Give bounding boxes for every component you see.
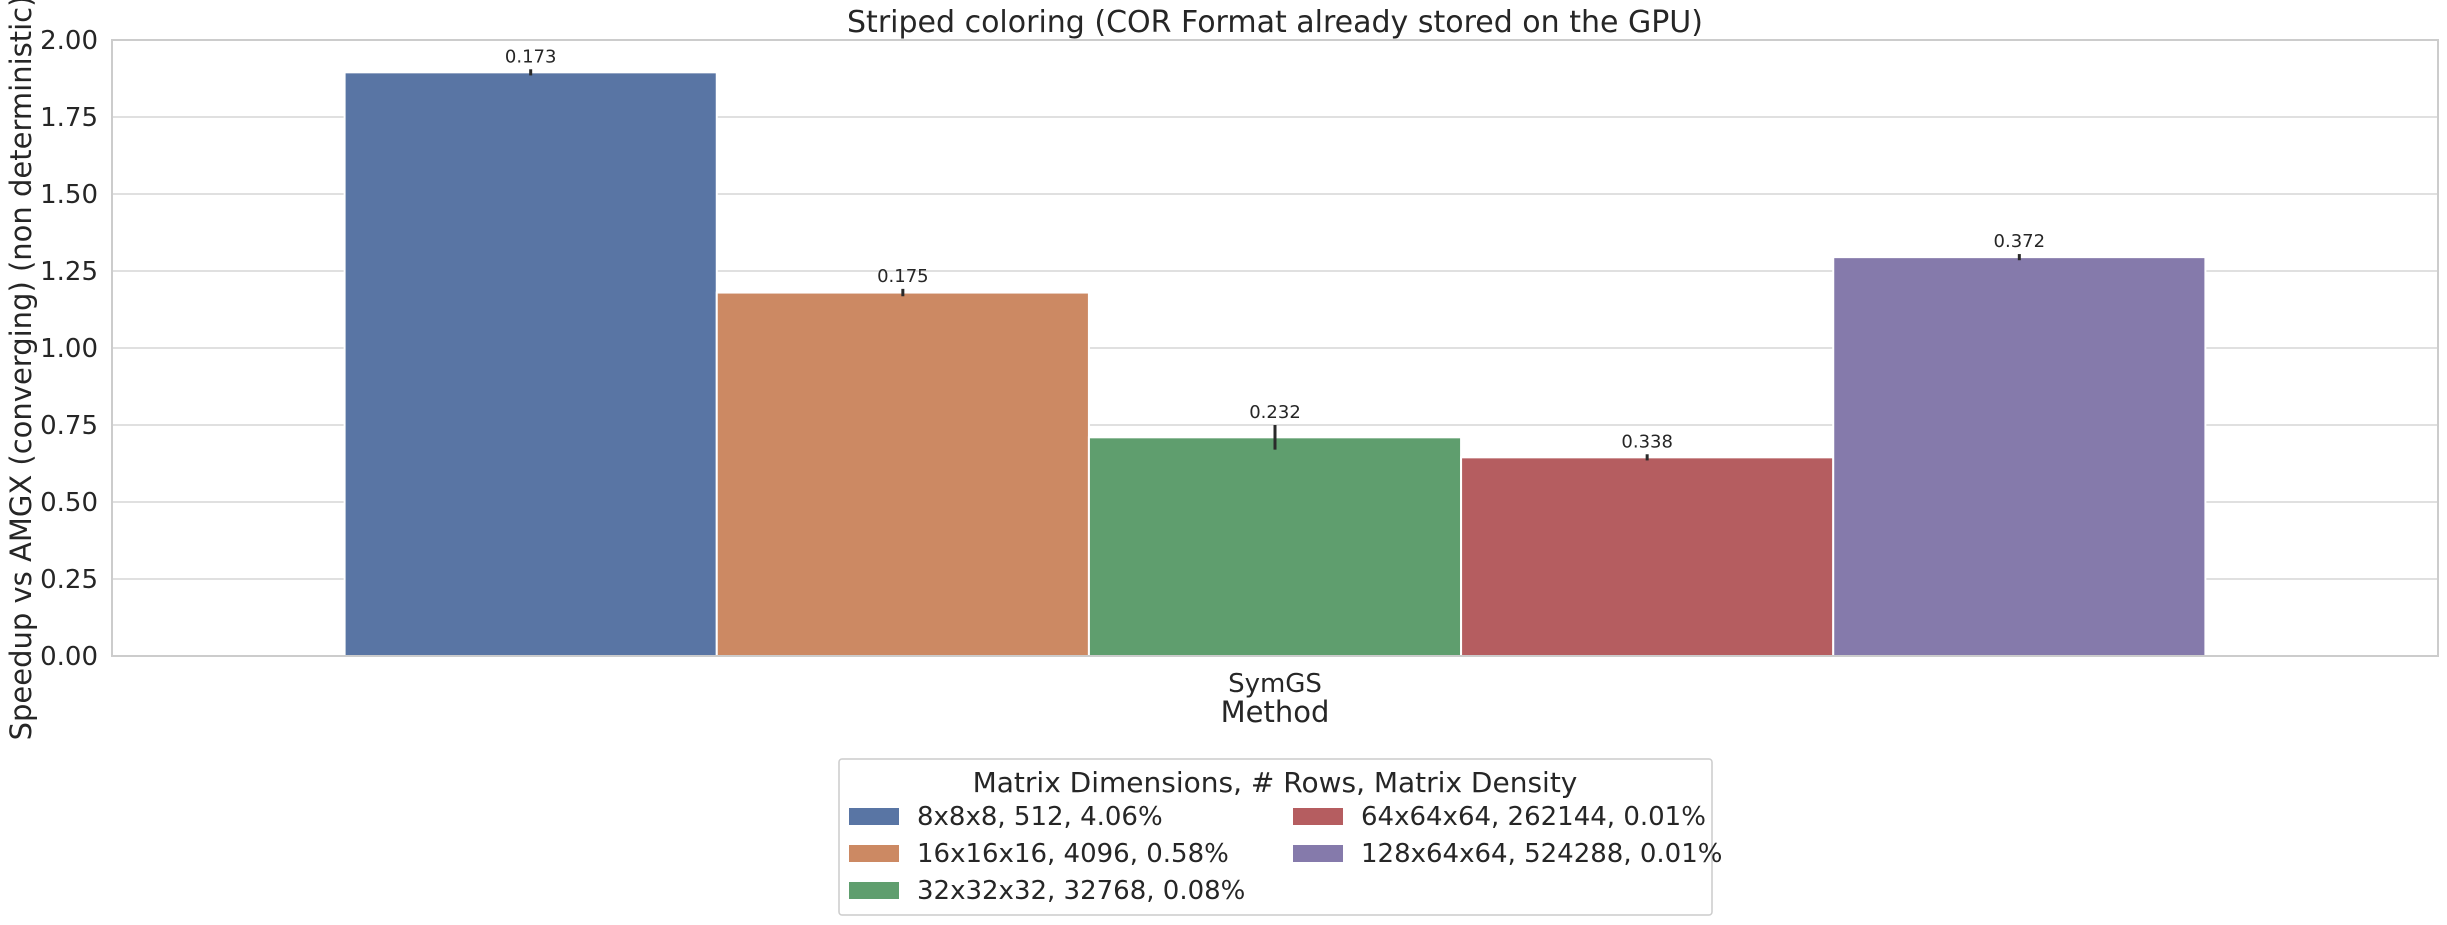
legend: Matrix Dimensions, # Rows, Matrix Densit…	[838, 758, 1722, 916]
axes: 0.00 0.25 0.50 0.75 1.00 1.25 1.50 1.75 2.00 SymG…	[40, 26, 2439, 699]
y-axis-label: Speedup vs AMGX (converging) (non determ…	[4, 0, 38, 740]
bar	[715, 291, 1090, 657]
legend-entry-label: 128x64x64, 524288, 0.01%	[1361, 839, 1722, 869]
legend-swatch	[1293, 845, 1343, 862]
legend-swatch	[849, 882, 899, 899]
x-axis-label: Method	[1221, 695, 1330, 729]
legend-swatch	[849, 845, 899, 862]
y-tick-label: 0.50	[40, 488, 98, 518]
bar	[343, 71, 718, 657]
data-label: 0.175	[877, 266, 929, 287]
legend-swatch	[1293, 808, 1343, 825]
bar	[1832, 256, 2207, 657]
plot-frame	[111, 39, 2439, 657]
legend-swatch	[849, 808, 899, 825]
y-tick-label: 0.00	[40, 642, 98, 672]
legend-title: Matrix Dimensions, # Rows, Matrix Densit…	[973, 766, 1578, 799]
y-tick-label: 2.00	[40, 26, 98, 56]
legend-entry-label: 16x16x16, 4096, 0.58%	[917, 839, 1229, 869]
chart-title: Striped coloring (COR Format already sto…	[847, 5, 1703, 40]
y-tick-label: 1.25	[40, 257, 98, 287]
legend-entry-label: 64x64x64, 262144, 0.01%	[1361, 802, 1706, 832]
bar	[1087, 436, 1463, 657]
bar	[1460, 456, 1835, 657]
data-label: 0.232	[1249, 402, 1301, 423]
y-tick-label: 1.00	[40, 334, 98, 364]
x-tick-label: SymGS	[1228, 669, 1322, 699]
y-tick-label: 1.50	[40, 180, 98, 210]
y-tick-label: 0.75	[40, 411, 98, 441]
legend-entry-label: 8x8x8, 512, 4.06%	[917, 802, 1163, 832]
legend-entry-label: 32x32x32, 32768, 0.08%	[917, 876, 1245, 906]
data-label: 0.338	[1621, 431, 1673, 452]
y-tick-label: 0.25	[40, 565, 98, 595]
data-label: 0.173	[505, 46, 557, 67]
data-label: 0.372	[1994, 231, 2046, 252]
y-tick-label: 1.75	[40, 103, 98, 133]
legend-frame	[838, 758, 1713, 916]
bars: 0.173 0.175 0.232 0.338 0.372	[343, 46, 2207, 657]
